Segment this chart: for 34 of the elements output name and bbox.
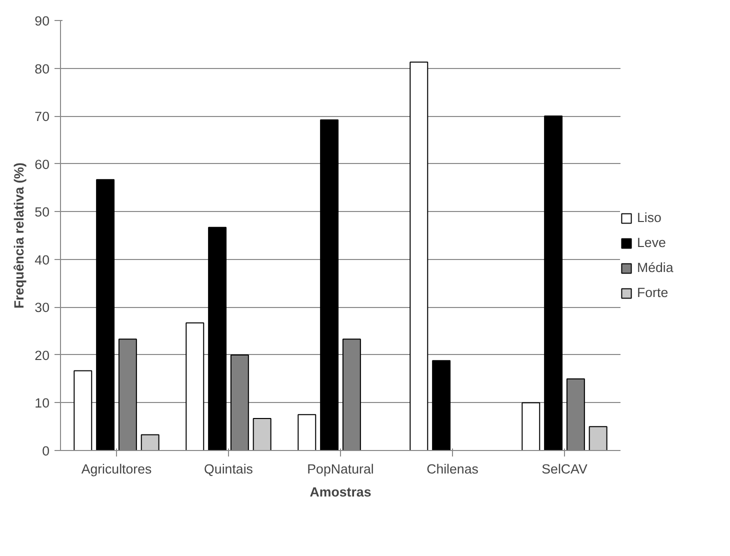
y-tick-label: 80 [34,61,50,76]
legend-label: Liso [637,210,662,225]
y-tick-label: 0 [42,444,50,458]
legend-label: Forte [637,285,668,300]
bar [588,426,608,450]
x-tick-label: PopNatural [307,462,374,476]
bar [140,434,160,450]
bar [320,119,339,450]
x-axis-title: Amostras [310,484,372,500]
y-tick-label: 40 [34,252,50,268]
x-tick-label: Quintais [204,462,254,476]
bar [432,360,451,450]
bar [522,402,540,450]
y-tick-label: 70 [34,109,50,124]
y-tick-label: 30 [34,300,50,316]
x-tick-label: Agricultores [81,462,152,476]
legend-label: Média [637,260,674,275]
bar [208,226,227,450]
bar [298,414,316,450]
legend-label: Leve [637,235,666,250]
bar [96,179,115,450]
bar [544,116,563,450]
y-tick-label: 20 [34,348,50,363]
x-tick-label: Chilenas [426,462,479,476]
bar [186,322,204,450]
x-tick-label: SelCAV [542,462,588,476]
y-tick-label: 90 [34,14,50,28]
bar [74,370,92,450]
bar [410,62,428,450]
y-axis-title: Frequência relativa (%) [12,162,27,308]
bar [252,418,272,450]
y-tick-label: 50 [34,204,50,220]
y-tick-label: 60 [34,156,50,172]
y-tick-label: 10 [34,396,50,411]
